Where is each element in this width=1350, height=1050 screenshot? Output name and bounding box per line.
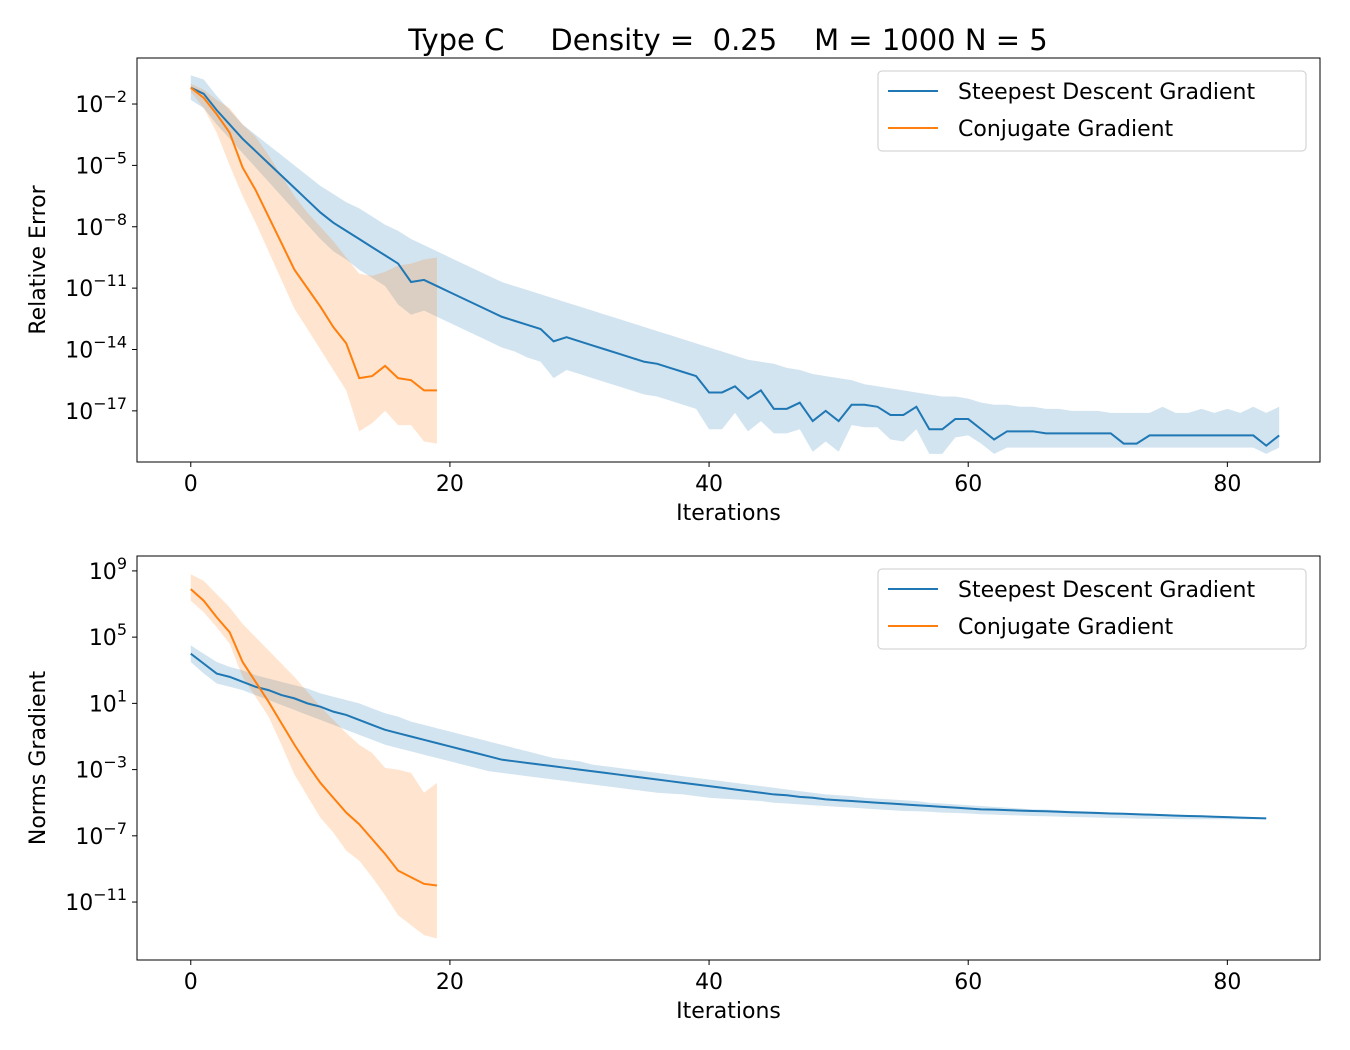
confidence-band-1	[190, 75, 1280, 454]
axes-frame	[136, 57, 1321, 463]
figure-title: Type C Density = 0.25 M = 1000 N = 5	[407, 23, 1047, 57]
axes-frame	[136, 555, 1321, 961]
x-tick-label: 60	[954, 472, 982, 497]
y-tick-label: 10−17	[65, 394, 127, 425]
x-tick-label: 60	[954, 970, 982, 995]
y-tick-label: 10−3	[75, 753, 127, 784]
series-line-2	[190, 86, 437, 392]
y-tick-label: 10−8	[75, 210, 127, 241]
confidence-band-2	[190, 83, 437, 444]
legend-box	[877, 568, 1307, 650]
legend: Steepest Descent Gradient Conjugate Gradi…	[877, 568, 1307, 650]
x-tick-label: 80	[1213, 472, 1241, 497]
series-line-1	[190, 652, 1267, 820]
series-line-2	[190, 588, 438, 887]
y-axis-label: Norms Gradient	[26, 671, 51, 846]
confidence-band-1	[190, 645, 1267, 820]
y-tick-label: 101	[89, 686, 127, 717]
legend-label-2: Conjugate Gradient	[958, 117, 1174, 142]
y-tick-label: 10−2	[75, 87, 127, 118]
x-tick-label: 0	[184, 970, 198, 995]
y-tick-label: 10−11	[65, 885, 127, 916]
x-tick-label: 40	[695, 472, 723, 497]
chart-panel-2: 0 20 40 60 80 109 105 101 10−3 10−7 10−11 Iteration…	[26, 554, 1321, 1024]
x-tick-label: 0	[184, 472, 198, 497]
y-tick-label: 10−11	[65, 271, 127, 302]
x-tick-label: 80	[1213, 970, 1241, 995]
y-tick-label: 105	[89, 620, 127, 651]
x-axis-label: Iterations	[676, 501, 781, 526]
confidence-band-2	[190, 574, 437, 939]
y-tick-label: 10−5	[75, 148, 127, 179]
plot-area	[190, 75, 1280, 454]
legend-label-1: Steepest Descent Gradient	[958, 578, 1256, 603]
legend-box	[877, 70, 1307, 152]
y-tick-label: 10−14	[65, 332, 127, 363]
x-tick-label: 20	[436, 472, 464, 497]
x-tick-label: 20	[436, 970, 464, 995]
x-axis-label: Iterations	[676, 999, 781, 1024]
chart-panel-1: 0 20 40 60 80 10−2 10−5 10−8 10−11 10−14 10−17 Iter…	[26, 57, 1321, 526]
legend-label-1: Steepest Descent Gradient	[958, 80, 1256, 105]
y-tick-label: 109	[89, 554, 127, 585]
series-line-1	[190, 86, 1280, 447]
y-axis-label: Relative Error	[26, 184, 51, 334]
plot-area	[190, 574, 1267, 939]
legend: Steepest Descent Gradient Conjugate Gradi…	[877, 70, 1307, 152]
y-tick-label: 10−7	[75, 819, 127, 850]
legend-label-2: Conjugate Gradient	[958, 615, 1174, 640]
x-tick-label: 40	[695, 970, 723, 995]
